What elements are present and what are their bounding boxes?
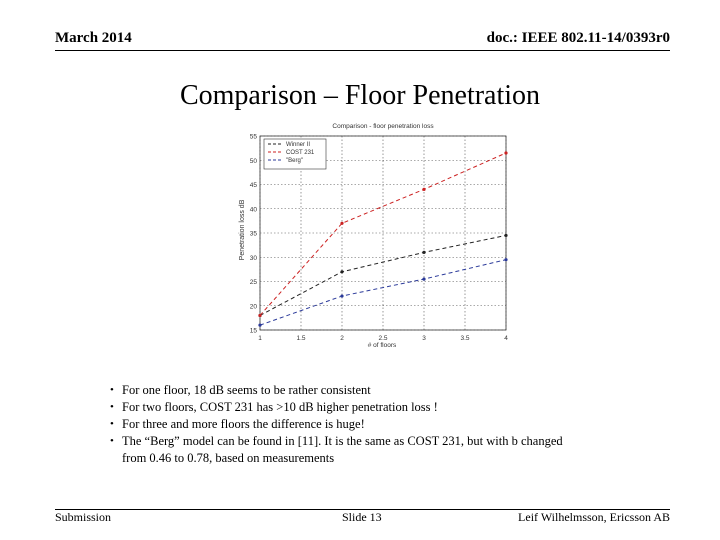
legend-entry: Winner II — [286, 142, 310, 148]
chart-xlabel: # of floors — [368, 342, 397, 349]
data-point — [422, 277, 426, 281]
footer-divider — [55, 509, 670, 510]
x-tick-label: 4 — [504, 335, 508, 342]
bullet-item: For one floor, 18 dB seems to be rather … — [110, 382, 580, 399]
data-point — [258, 313, 262, 318]
bullet-list: For one floor, 18 dB seems to be rather … — [110, 382, 580, 467]
data-point — [504, 258, 508, 262]
legend-entry: "Berg" — [286, 158, 303, 164]
x-tick-label: 1 — [258, 335, 262, 342]
bullet-item: For two floors, COST 231 has >10 dB high… — [110, 399, 580, 416]
slide-title: Comparison – Floor Penetration — [179, 80, 541, 111]
series-line — [259, 259, 507, 326]
data-point — [504, 151, 508, 155]
plot-frame — [259, 135, 507, 331]
y-tick-label: 20 — [250, 303, 258, 310]
data-point — [258, 323, 262, 327]
legend-entry: COST 231 — [286, 150, 315, 156]
header-doc-id: doc.: IEEE 802.11-14/0393r0 — [486, 30, 670, 46]
y-tick-label: 55 — [250, 134, 258, 141]
y-tick-label: 35 — [250, 231, 258, 238]
header-date: March 2014 — [55, 30, 132, 46]
y-tick-label: 25 — [250, 279, 258, 286]
y-tick-label: 40 — [250, 206, 258, 213]
chart-ylabel: Penetration loss dB — [239, 199, 246, 260]
header-divider — [55, 50, 670, 51]
x-tick-label: 2.5 — [378, 335, 387, 342]
footer-slide-number: Slide 13 — [342, 510, 382, 524]
data-point — [504, 233, 508, 238]
data-point — [422, 187, 426, 191]
data-point — [340, 294, 344, 298]
bullet-item: For three and more floors the difference… — [110, 416, 580, 433]
bullet-item: The “Berg” model can be found in [11]. I… — [110, 433, 580, 467]
x-tick-label: 3.5 — [460, 335, 469, 342]
y-tick-label: 45 — [250, 182, 258, 189]
chart-title: Comparison - floor penetration loss — [332, 123, 434, 130]
y-tick-label: 50 — [250, 158, 258, 165]
penetration-loss-chart: Comparison - floor penetration loss # of… — [239, 123, 508, 349]
data-point — [340, 270, 344, 274]
x-tick-label: 2 — [340, 335, 344, 342]
y-tick-label: 30 — [250, 255, 258, 262]
footer-submission: Submission — [55, 510, 112, 524]
y-tick-label: 15 — [250, 328, 258, 335]
data-point — [340, 221, 344, 225]
footer-author: Leif Wilhelmsson, Ericsson AB — [518, 510, 670, 524]
data-point — [422, 250, 426, 254]
x-tick-label: 3 — [422, 335, 426, 342]
series-line — [259, 234, 507, 316]
x-tick-label: 1.5 — [296, 335, 305, 342]
